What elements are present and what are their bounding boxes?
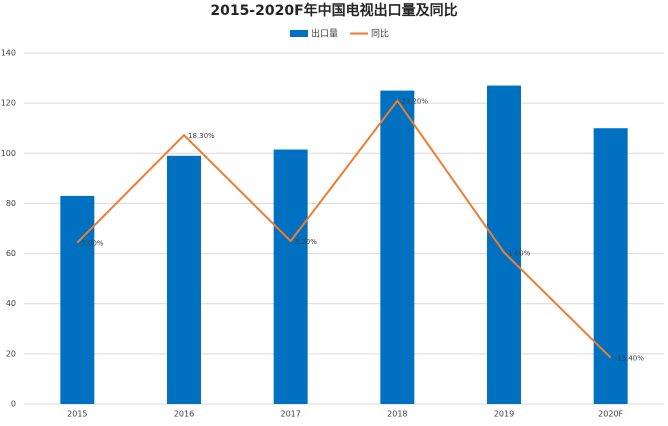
bar — [273, 149, 308, 404]
x-tick-label: 2017 — [280, 410, 300, 419]
y-tick-label: 80 — [6, 199, 16, 208]
x-tick-label: 2018 — [387, 410, 407, 419]
bar — [167, 155, 201, 404]
x-tick-label: 2015 — [67, 410, 87, 419]
data-label: 1.60% — [508, 249, 531, 257]
x-tick-label: 2020F — [598, 410, 623, 419]
y-tick-label: 140 — [1, 49, 16, 58]
bar — [487, 85, 521, 404]
y-tick-label: 0 — [11, 400, 16, 409]
x-tick-label: 2019 — [494, 410, 514, 419]
legend-label: 出口量 — [311, 28, 338, 40]
data-label: 23.20% — [401, 98, 428, 106]
legend-label: 同比 — [371, 28, 389, 40]
y-tick-label: 60 — [6, 249, 16, 258]
bar — [380, 90, 415, 404]
line — [76, 99, 612, 359]
x-tick-label: 2016 — [174, 410, 194, 419]
bar — [593, 128, 628, 404]
y-tick-label: 100 — [1, 149, 16, 158]
data-label: -13.40% — [615, 355, 645, 363]
y-tick-label: 40 — [6, 299, 16, 308]
y-tick-label: 120 — [1, 99, 16, 108]
legend-swatch — [290, 30, 308, 37]
data-label: 3.20% — [295, 238, 318, 246]
chart-title: 2015-2020F年中国电视出口量及同比 — [210, 2, 457, 19]
y-tick-label: 20 — [6, 349, 16, 358]
data-label: 18.30% — [188, 132, 215, 140]
data-label: 3.00% — [81, 240, 104, 248]
bar — [60, 195, 95, 404]
